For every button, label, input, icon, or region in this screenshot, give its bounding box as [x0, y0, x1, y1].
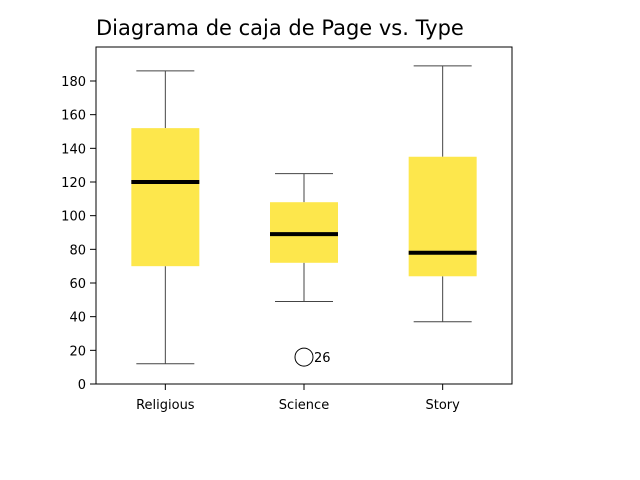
y-tick-label: 120: [61, 176, 86, 191]
y-tick-label: 160: [61, 109, 86, 124]
y-tick-label: 40: [69, 311, 86, 326]
boxes: 26: [131, 65, 477, 367]
y-tick-label: 20: [69, 344, 86, 359]
y-tick-label: 0: [78, 378, 86, 393]
box-story: [408, 156, 477, 277]
x-axis: Religious Science Story: [136, 384, 460, 413]
outlier-label: 26: [314, 351, 331, 366]
chart-title: Diagrama de caja de Page vs. Type: [96, 16, 464, 40]
outlier-point: [294, 347, 314, 367]
x-tick-label: Religious: [136, 398, 195, 413]
y-tick-label: 80: [69, 243, 86, 258]
y-tick-label: 140: [61, 142, 86, 157]
y-tick-label: 100: [61, 210, 86, 225]
x-tick-label: Science: [279, 398, 329, 413]
y-tick-label: 60: [69, 277, 86, 292]
y-tick-label: 180: [61, 75, 86, 90]
box-religious: [131, 128, 200, 267]
x-tick-label: Story: [425, 398, 460, 413]
y-axis: 0 20 40 60 80 100 120 140 160 180: [61, 75, 96, 393]
